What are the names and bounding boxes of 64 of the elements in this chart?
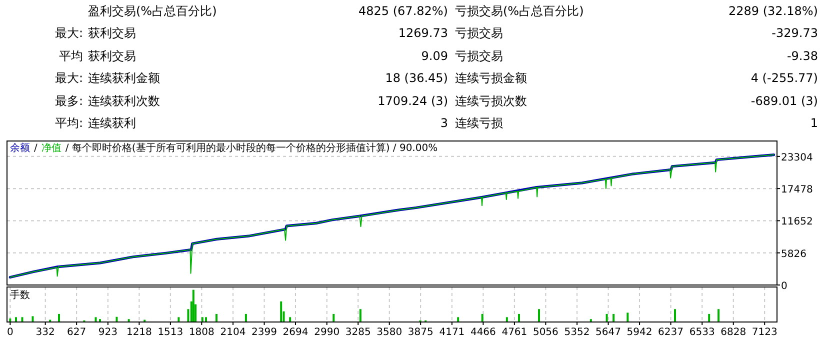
x-tick-label: 4761 — [502, 327, 528, 338]
text: -9.38 — [786, 49, 818, 63]
text: 平均 — [59, 49, 83, 63]
y-tick-label: 11652 — [781, 216, 813, 228]
text: 净值 — [41, 142, 62, 154]
text: 连续获利次数 — [88, 94, 160, 108]
text: 获利交易 — [88, 26, 136, 40]
x-tick-label: 2104 — [220, 327, 246, 338]
text: 4825 (67.82%) — [358, 4, 448, 18]
text: 1709.24 (3) — [378, 94, 448, 108]
x-tick-label: 4466 — [470, 327, 496, 338]
x-tick-label: 5056 — [532, 327, 558, 338]
x-tick-label: 2694 — [282, 327, 308, 338]
x-tick-label: 3285 — [345, 327, 371, 338]
text: 亏损交易 — [455, 49, 503, 63]
x-tick-label: 2399 — [252, 327, 277, 338]
text: 连续亏损次数 — [455, 94, 527, 108]
y-tick-label: 17478 — [781, 184, 813, 196]
x-tick-label: 0 — [6, 327, 14, 338]
text: 余额 — [10, 142, 30, 154]
text: -689.01 (3) — [750, 94, 818, 108]
text: 亏损交易 — [455, 26, 503, 40]
text: 亏损交易(%占总百分比) — [455, 4, 584, 18]
x-tick-label: 1513 — [158, 327, 184, 338]
x-tick-label: 5647 — [596, 327, 622, 338]
x-tick-label: 5942 — [626, 327, 652, 338]
x-tick-label: 6237 — [658, 327, 684, 338]
text: 连续获利 — [88, 116, 136, 130]
x-tick-label: 923 — [98, 327, 118, 338]
text: 连续获利金额 — [88, 71, 160, 85]
text: 3 — [440, 116, 448, 130]
x-tick-label: 1218 — [126, 327, 152, 338]
text: 4 (-255.77) — [750, 71, 818, 85]
text: 盈利交易(%占总百分比) — [88, 4, 217, 18]
text: -329.73 — [772, 26, 818, 40]
x-tick-label: 6828 — [720, 327, 746, 338]
text: 最大: — [54, 71, 83, 85]
x-tick-label: 332 — [36, 327, 55, 338]
text: 平均: — [54, 116, 83, 130]
text: 连续亏损 — [455, 116, 503, 130]
x-tick-label: 7123 — [752, 327, 778, 338]
text: 最多: — [54, 94, 83, 108]
x-tick-label: 3580 — [376, 327, 402, 338]
y-tick-label: 5826 — [781, 248, 806, 260]
y-tick-label: 23304 — [781, 152, 813, 164]
text: 18 (36.45) — [385, 71, 448, 85]
x-tick-label: 4171 — [439, 327, 465, 338]
text: 1269.73 — [398, 26, 448, 40]
text: 最大: — [54, 26, 83, 40]
text: 获利交易 — [88, 49, 136, 63]
text: 2289 (32.18%) — [728, 4, 818, 18]
x-tick-label: 5352 — [564, 327, 590, 338]
text: 9.09 — [421, 49, 448, 63]
annotation: / — [34, 143, 38, 154]
x-tick-label: 1808 — [188, 327, 214, 338]
x-tick-label: 627 — [67, 327, 86, 338]
x-tick-label: 2990 — [314, 327, 340, 338]
text: 1 — [810, 116, 818, 130]
x-tick-label: 6533 — [689, 327, 715, 338]
chart-title: / 每个即时价格(基于所有可利用的最小时段的每一个价格的分形插值计算) / 90.00% — [65, 142, 438, 154]
x-tick-label: 3875 — [408, 327, 434, 338]
text: 连续亏损金额 — [455, 71, 527, 85]
chart-title: 手数 — [10, 289, 30, 301]
y-tick-label: 0 — [781, 281, 788, 292]
